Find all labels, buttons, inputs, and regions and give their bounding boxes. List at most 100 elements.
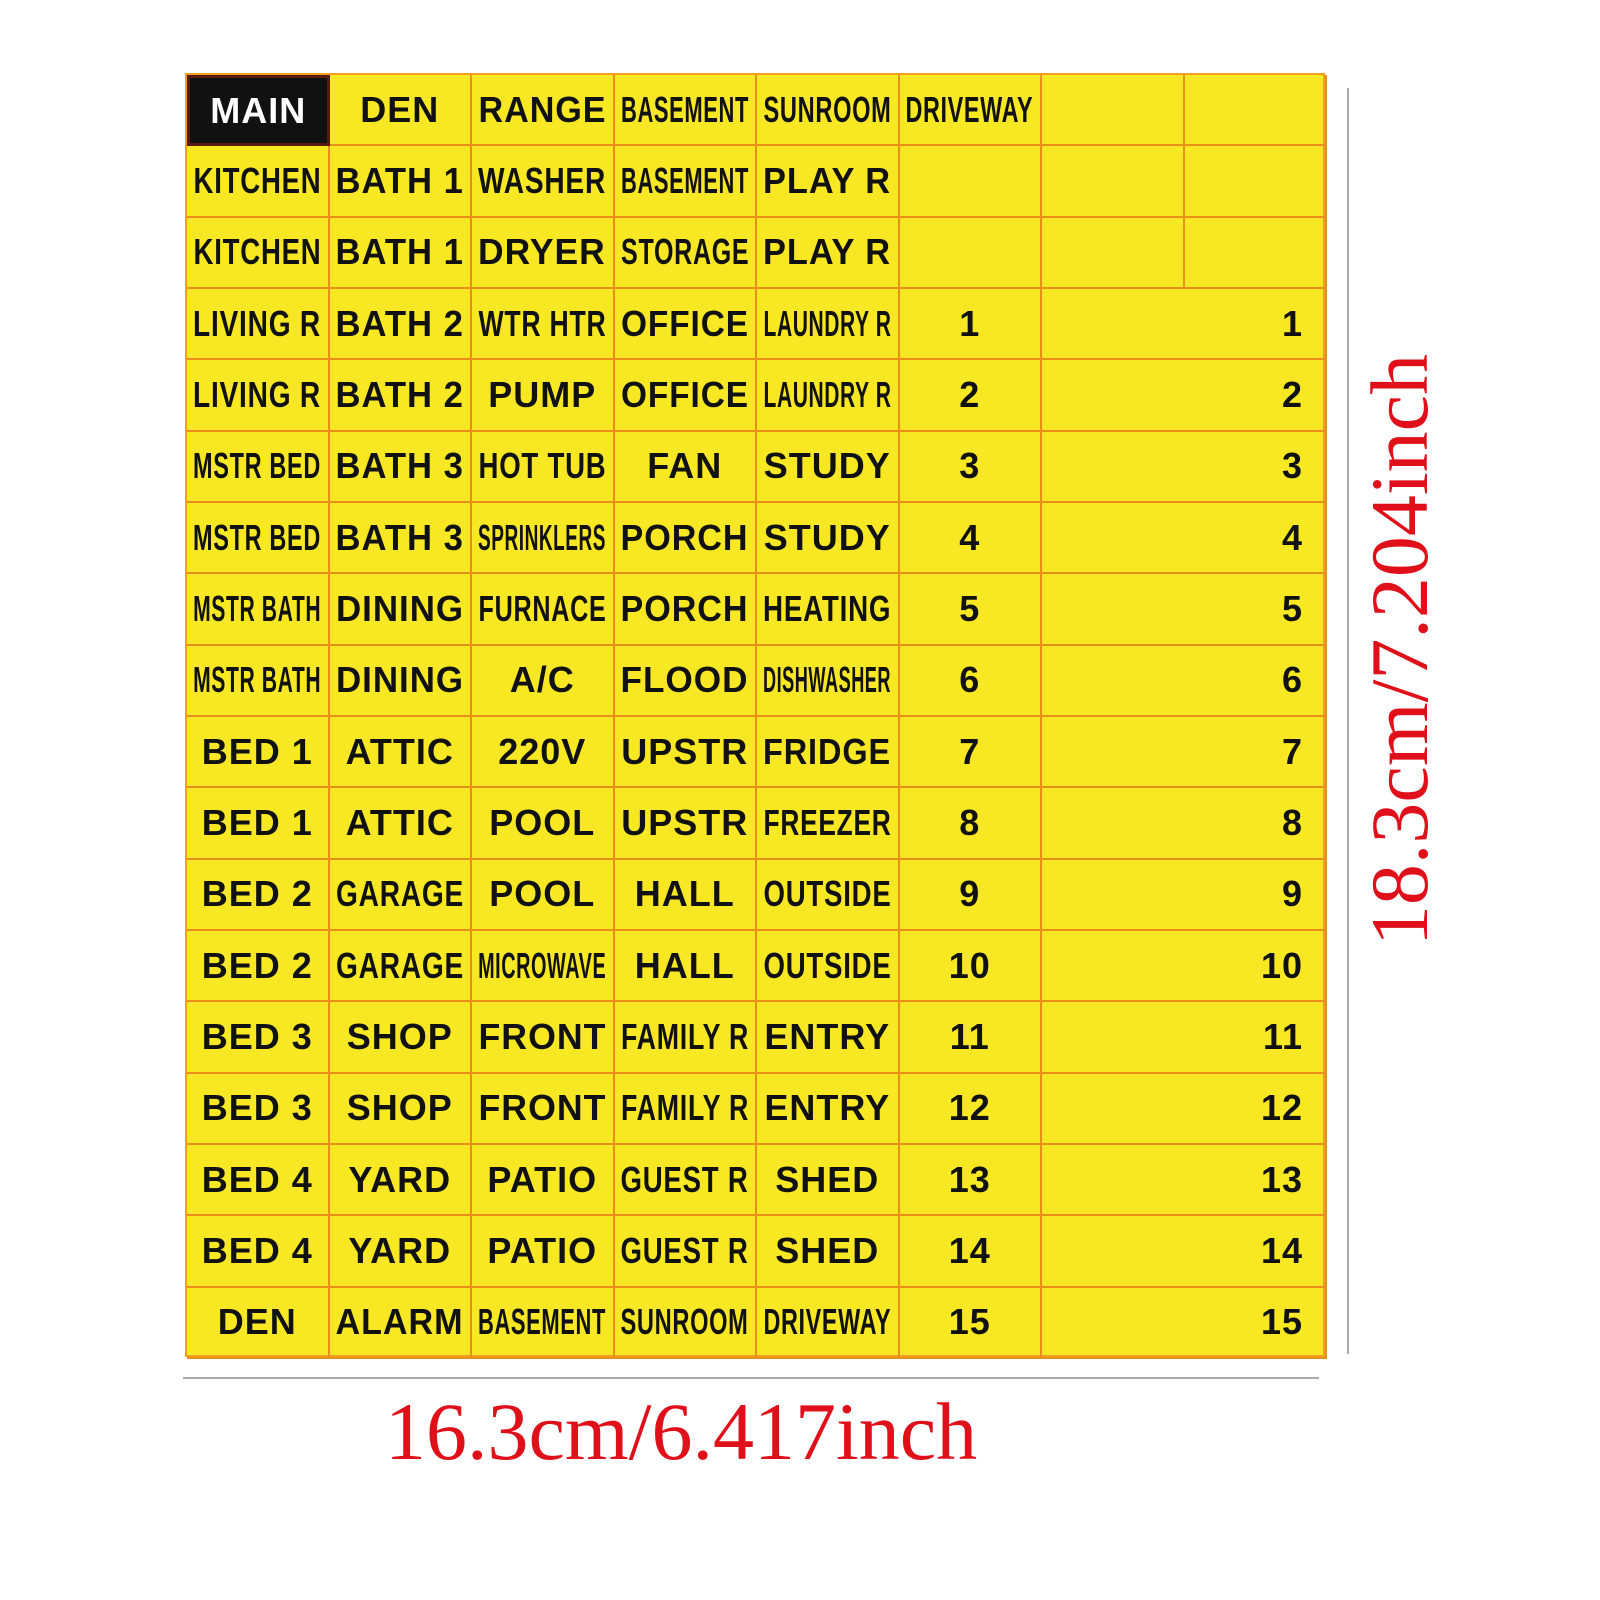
label-text: ENTRY [764,1015,891,1057]
label-text: GUEST R [620,1158,749,1200]
label-text: WTR HTR [478,302,607,344]
label-text: 3 [1281,445,1303,487]
height-dimension-line [1347,88,1349,1354]
label-cell: 11 [899,1002,1042,1074]
label-cell: FLOOD [614,645,757,717]
label-cell: 12 [1042,1073,1327,1145]
label-text: 220V [498,730,587,772]
label-cell: LAUNDRY R [757,360,900,432]
label-text: ATTIC [345,801,454,843]
label-cell: 4 [899,503,1042,575]
label-cell: 7 [1042,717,1327,789]
label-cell [1184,75,1327,147]
label-text: KITCHEN [193,231,322,273]
label-text: SHOP [346,1015,453,1057]
label-text: HOT TUB [478,445,607,487]
label-cell: UPSTR [614,788,757,860]
label-cell: HOT TUB [472,431,615,503]
label-cell: BED 3 [187,1073,330,1145]
label-text: UPSTR [621,730,749,772]
label-cell: 10 [899,931,1042,1003]
label-cell: 12 [899,1073,1042,1145]
label-text: PLAY R [763,231,892,273]
label-cell: MSTR BATH [187,645,330,717]
label-text: FRONT [478,1087,607,1129]
label-cell: OFFICE [614,360,757,432]
label-text: ALARM [335,1301,464,1343]
label-text: BASEMENT [620,159,749,201]
label-text: BED 2 [201,944,313,986]
label-text: DRIVEWAY [763,1301,892,1343]
label-cell: MSTR BED [187,431,330,503]
label-cell: FRONT [472,1073,615,1145]
label-cell: HALL [614,931,757,1003]
label-cell: UPSTR [614,717,757,789]
label-cell: BATH 3 [329,431,472,503]
label-text: DEN [360,88,440,130]
label-cell: DINING [329,574,472,646]
label-cell: POOL [472,788,615,860]
label-text: HALL [634,944,735,986]
label-text: 13 [948,1158,991,1200]
label-text: GARAGE [335,944,464,986]
label-text: 12 [948,1087,991,1129]
label-cell: FAMILY R [614,1073,757,1145]
label-text: 1 [959,302,981,344]
label-cell: KITCHEN [187,146,330,218]
label-cell: ENTRY [757,1002,900,1074]
label-cell: PATIO [472,1145,615,1217]
label-text: 8 [1281,801,1303,843]
label-text: DISHWASHER [763,659,892,701]
label-cell: MICROWAVE [472,931,615,1003]
label-cell [899,217,1042,289]
label-text: DINING [335,659,464,701]
label-cell: PORCH [614,503,757,575]
label-cell: FRIDGE [757,717,900,789]
main-label: MAIN [187,75,330,147]
label-cell: 14 [899,1216,1042,1288]
label-text: OUTSIDE [763,944,892,986]
label-text: PORCH [620,516,749,558]
label-text: 9 [959,873,981,915]
label-cell: BATH 2 [329,289,472,361]
label-cell: FREEZER [757,788,900,860]
label-cell: SHED [757,1216,900,1288]
label-cell: HALL [614,859,757,931]
label-cell: DEN [329,75,472,147]
label-cell: YARD [329,1145,472,1217]
label-text: MSTR BATH [193,587,322,629]
label-text: ENTRY [764,1087,891,1129]
label-cell: PLAY R [757,146,900,218]
label-cell: 6 [899,645,1042,717]
label-text: SPRINKLERS [478,516,607,558]
label-cell: BASEMENT [614,75,757,147]
width-dimension-label: 16.3cm/6.417inch [385,1386,978,1477]
label-text: MSTR BATH [193,659,322,701]
label-text: PLAY R [763,159,892,201]
label-cell: 15 [1042,1287,1327,1359]
label-cell: BED 1 [187,717,330,789]
label-text: 11 [1262,1015,1303,1057]
label-cell: PATIO [472,1216,615,1288]
label-cell: FAN [614,431,757,503]
label-cell: OFFICE [614,289,757,361]
label-cell: MSTR BATH [187,574,330,646]
label-cell: YARD [329,1216,472,1288]
label-cell: 15 [899,1287,1042,1359]
label-cell: PUMP [472,360,615,432]
label-text: LIVING R [193,373,322,415]
label-cell: 2 [899,360,1042,432]
label-cell: BED 3 [187,1002,330,1074]
label-cell: LAUNDRY R [757,289,900,361]
breaker-label-sheet: MAIN DEN RANGE BASEMENT SUNROOM DRIVEWAY KITCH… [185,73,1327,1359]
label-cell [1042,146,1185,218]
label-cell: STORAGE [614,217,757,289]
label-text: LAUNDRY R [763,373,892,415]
label-cell: DRIVEWAY [899,75,1042,147]
label-cell: FAMILY R [614,1002,757,1074]
label-text: BATH 3 [335,516,464,558]
label-text: PORCH [620,587,749,629]
label-cell: PLAY R [757,217,900,289]
label-cell: 8 [1042,788,1327,860]
label-text: 5 [959,587,981,629]
